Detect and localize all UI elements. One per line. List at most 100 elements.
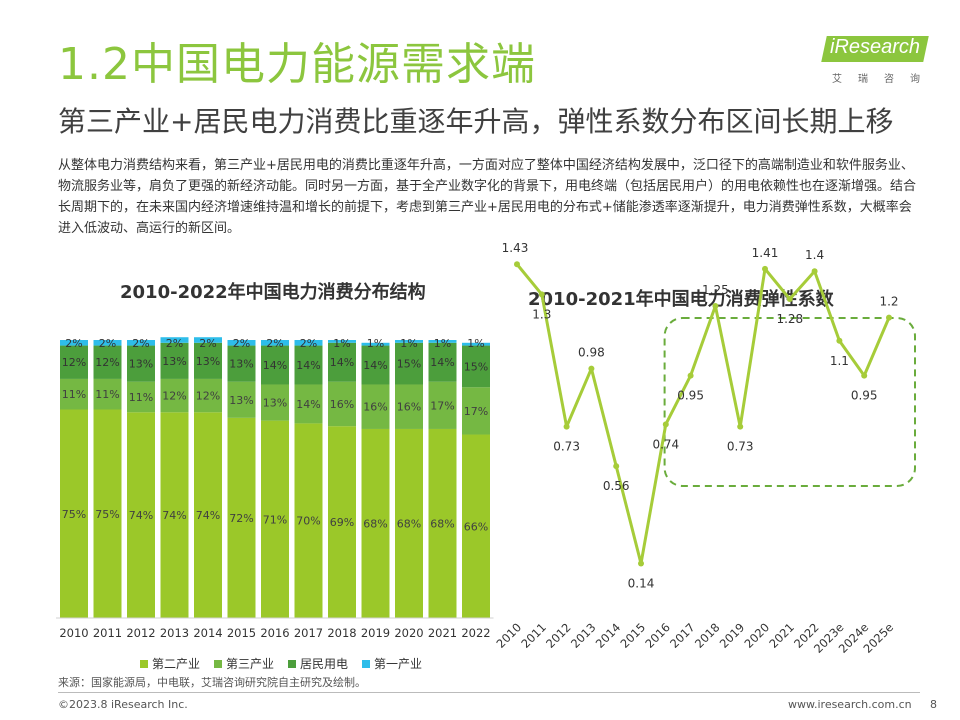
line-label-2025e: 1.2 [879, 295, 898, 309]
stacked-bar-chart: 75% 11% 12% 2% 2010 75% 11% 12% 2% 2011 74% 11% 13% 2… [56, 337, 494, 640]
line-x-tick-2010: 2010 [494, 620, 525, 651]
bar-label-2019-2: 14% [363, 359, 387, 372]
bar-segment-2014-0 [194, 412, 222, 618]
bar-label-2013-0: 74% [162, 509, 186, 522]
bar-segment-2017-1 [294, 384, 323, 424]
bar-label-2010-3: 2% [65, 337, 82, 350]
bar-label-2022-3: 1% [467, 337, 484, 350]
bar-segment-2013-2 [160, 342, 189, 379]
line-point-2010 [514, 261, 520, 268]
bar-segment-2017-3 [294, 340, 323, 346]
line-label-2011: 1.3 [532, 307, 551, 321]
bar-segment-2018-0 [328, 426, 356, 618]
bar-label-2016-3: 2% [266, 337, 283, 350]
legend-item-secondary: 第二产业 [140, 655, 200, 672]
legend-label-secondary: 第二产业 [152, 657, 201, 671]
line-x-tick-2019: 2019 [717, 620, 748, 651]
legend-item-tertiary: 第三产业 [214, 655, 274, 672]
line-label-2019: 0.73 [727, 440, 754, 454]
bar-label-2010-0: 75% [62, 508, 86, 521]
bar-segment-2012-0 [127, 412, 155, 618]
bar-label-2014-3: 2% [199, 337, 216, 350]
footer-website[interactable]: www.iresearch.com.cn [788, 698, 912, 711]
bar-x-tick-2016: 2016 [260, 626, 289, 640]
bar-label-2016-0: 71% [263, 513, 287, 526]
bar-segment-2014-3 [194, 337, 222, 343]
bar-label-2021-3: 1% [434, 337, 451, 350]
bar-x-tick-2020: 2020 [394, 626, 423, 640]
bar-label-2017-1: 14% [296, 398, 320, 411]
line-x-tick-2017: 2017 [667, 620, 698, 651]
bar-x-tick-2022: 2022 [461, 626, 490, 640]
bar-segment-2014-2 [194, 342, 222, 379]
line-label-2016: 0.74 [652, 437, 679, 451]
bar-x-tick-2018: 2018 [327, 626, 356, 640]
bar-segment-2020-1 [395, 384, 423, 429]
legend-swatch-residential [288, 659, 297, 668]
bar-label-2014-0: 74% [196, 509, 220, 522]
line-x-tick-2014: 2014 [593, 620, 624, 651]
bar-segment-2014-1 [194, 378, 222, 413]
line-label-2015: 0.14 [628, 577, 655, 591]
line-label-2024e: 0.95 [851, 389, 878, 403]
line-label-2017: 0.95 [677, 389, 704, 403]
bar-label-2012-2: 13% [129, 358, 153, 371]
legend-swatch-primary [362, 659, 371, 668]
bar-label-2011-2: 12% [95, 356, 119, 369]
bar-chart-legend: 第二产业 第三产业 居民用电 第一产业 [140, 655, 422, 672]
bar-segment-2021-3 [428, 340, 457, 343]
bar-label-2015-3: 2% [233, 337, 250, 350]
bar-label-2020-0: 68% [397, 517, 421, 530]
bar-label-2019-1: 16% [363, 401, 387, 414]
bar-label-2022-2: 15% [464, 360, 488, 373]
line-chart-title: 2010-2021年中国电力消费弹性系数 [528, 289, 834, 310]
line-x-tick-2013: 2013 [568, 620, 599, 651]
line-chart: 1.43 2010 1.3 2011 0.73 2012 0.98 2013 0.56 2014 0… [494, 241, 916, 656]
line-point-2014 [613, 463, 620, 470]
bar-label-2021-2: 14% [430, 356, 454, 369]
bar-label-2014-1: 12% [196, 390, 220, 403]
line-point-2023e [836, 337, 843, 344]
legend-label-residential: 居民用电 [300, 657, 349, 671]
line-x-tick-2011: 2011 [518, 620, 549, 651]
bar-label-2016-2: 14% [263, 359, 287, 372]
bar-x-tick-2013: 2013 [160, 626, 189, 640]
summary-paragraph: 从整体电力消费结构来看，第三产业+居民用电的消费比重逐年升高，一方面对应了整体中… [58, 158, 917, 236]
page-number: 8 [930, 698, 937, 711]
bar-label-2014-2: 13% [196, 355, 220, 368]
bar-label-2016-1: 13% [263, 397, 287, 410]
elasticity-line [515, 263, 891, 566]
bar-label-2020-2: 15% [397, 358, 421, 371]
bar-segment-2013-0 [160, 412, 189, 618]
bar-segment-2012-3 [127, 340, 155, 346]
bar-segment-2011-0 [93, 409, 122, 618]
line-label-2018: 1.25 [702, 283, 729, 297]
bar-label-2018-2: 14% [330, 356, 354, 369]
bar-label-2021-0: 68% [430, 517, 454, 530]
bar-segment-2016-2 [261, 345, 289, 385]
line-label-2014: 0.56 [603, 479, 630, 493]
line-point-2015 [638, 560, 644, 567]
bar-segment-2021-0 [428, 428, 457, 618]
bar-segment-2010-2 [60, 345, 88, 379]
line-x-tick-2016: 2016 [642, 620, 673, 651]
bar-segment-2021-2 [428, 342, 457, 382]
bar-label-2012-3: 2% [132, 337, 149, 350]
line-x-tick-2020: 2020 [742, 620, 773, 651]
bar-segment-2018-2 [328, 342, 356, 382]
bar-label-2020-3: 1% [400, 337, 417, 350]
bar-segment-2019-2 [361, 345, 390, 385]
bar-segment-2016-0 [261, 420, 289, 618]
line-point-2021 [786, 296, 793, 303]
line-point-2013 [588, 365, 595, 372]
page-subtitle: 第三产业+居民电力消费比重逐年升高，弹性系数分布区间长期上移 [58, 105, 894, 138]
bar-segment-2019-3 [361, 342, 390, 346]
summary-text: 从整体电力消费结构来看，第三产业+居民用电的消费比重逐年升高，一方面对应了整体中… [58, 155, 918, 239]
bar-x-tick-2011: 2011 [93, 626, 122, 640]
bar-segment-2018-1 [328, 381, 356, 427]
bar-label-2018-0: 69% [330, 516, 354, 529]
bar-chart-title: 2010-2022年中国电力消费分布结构 [120, 282, 426, 303]
bar-segment-2022-3 [462, 342, 490, 346]
bar-segment-2012-1 [127, 381, 155, 413]
line-point-2016 [662, 421, 669, 428]
